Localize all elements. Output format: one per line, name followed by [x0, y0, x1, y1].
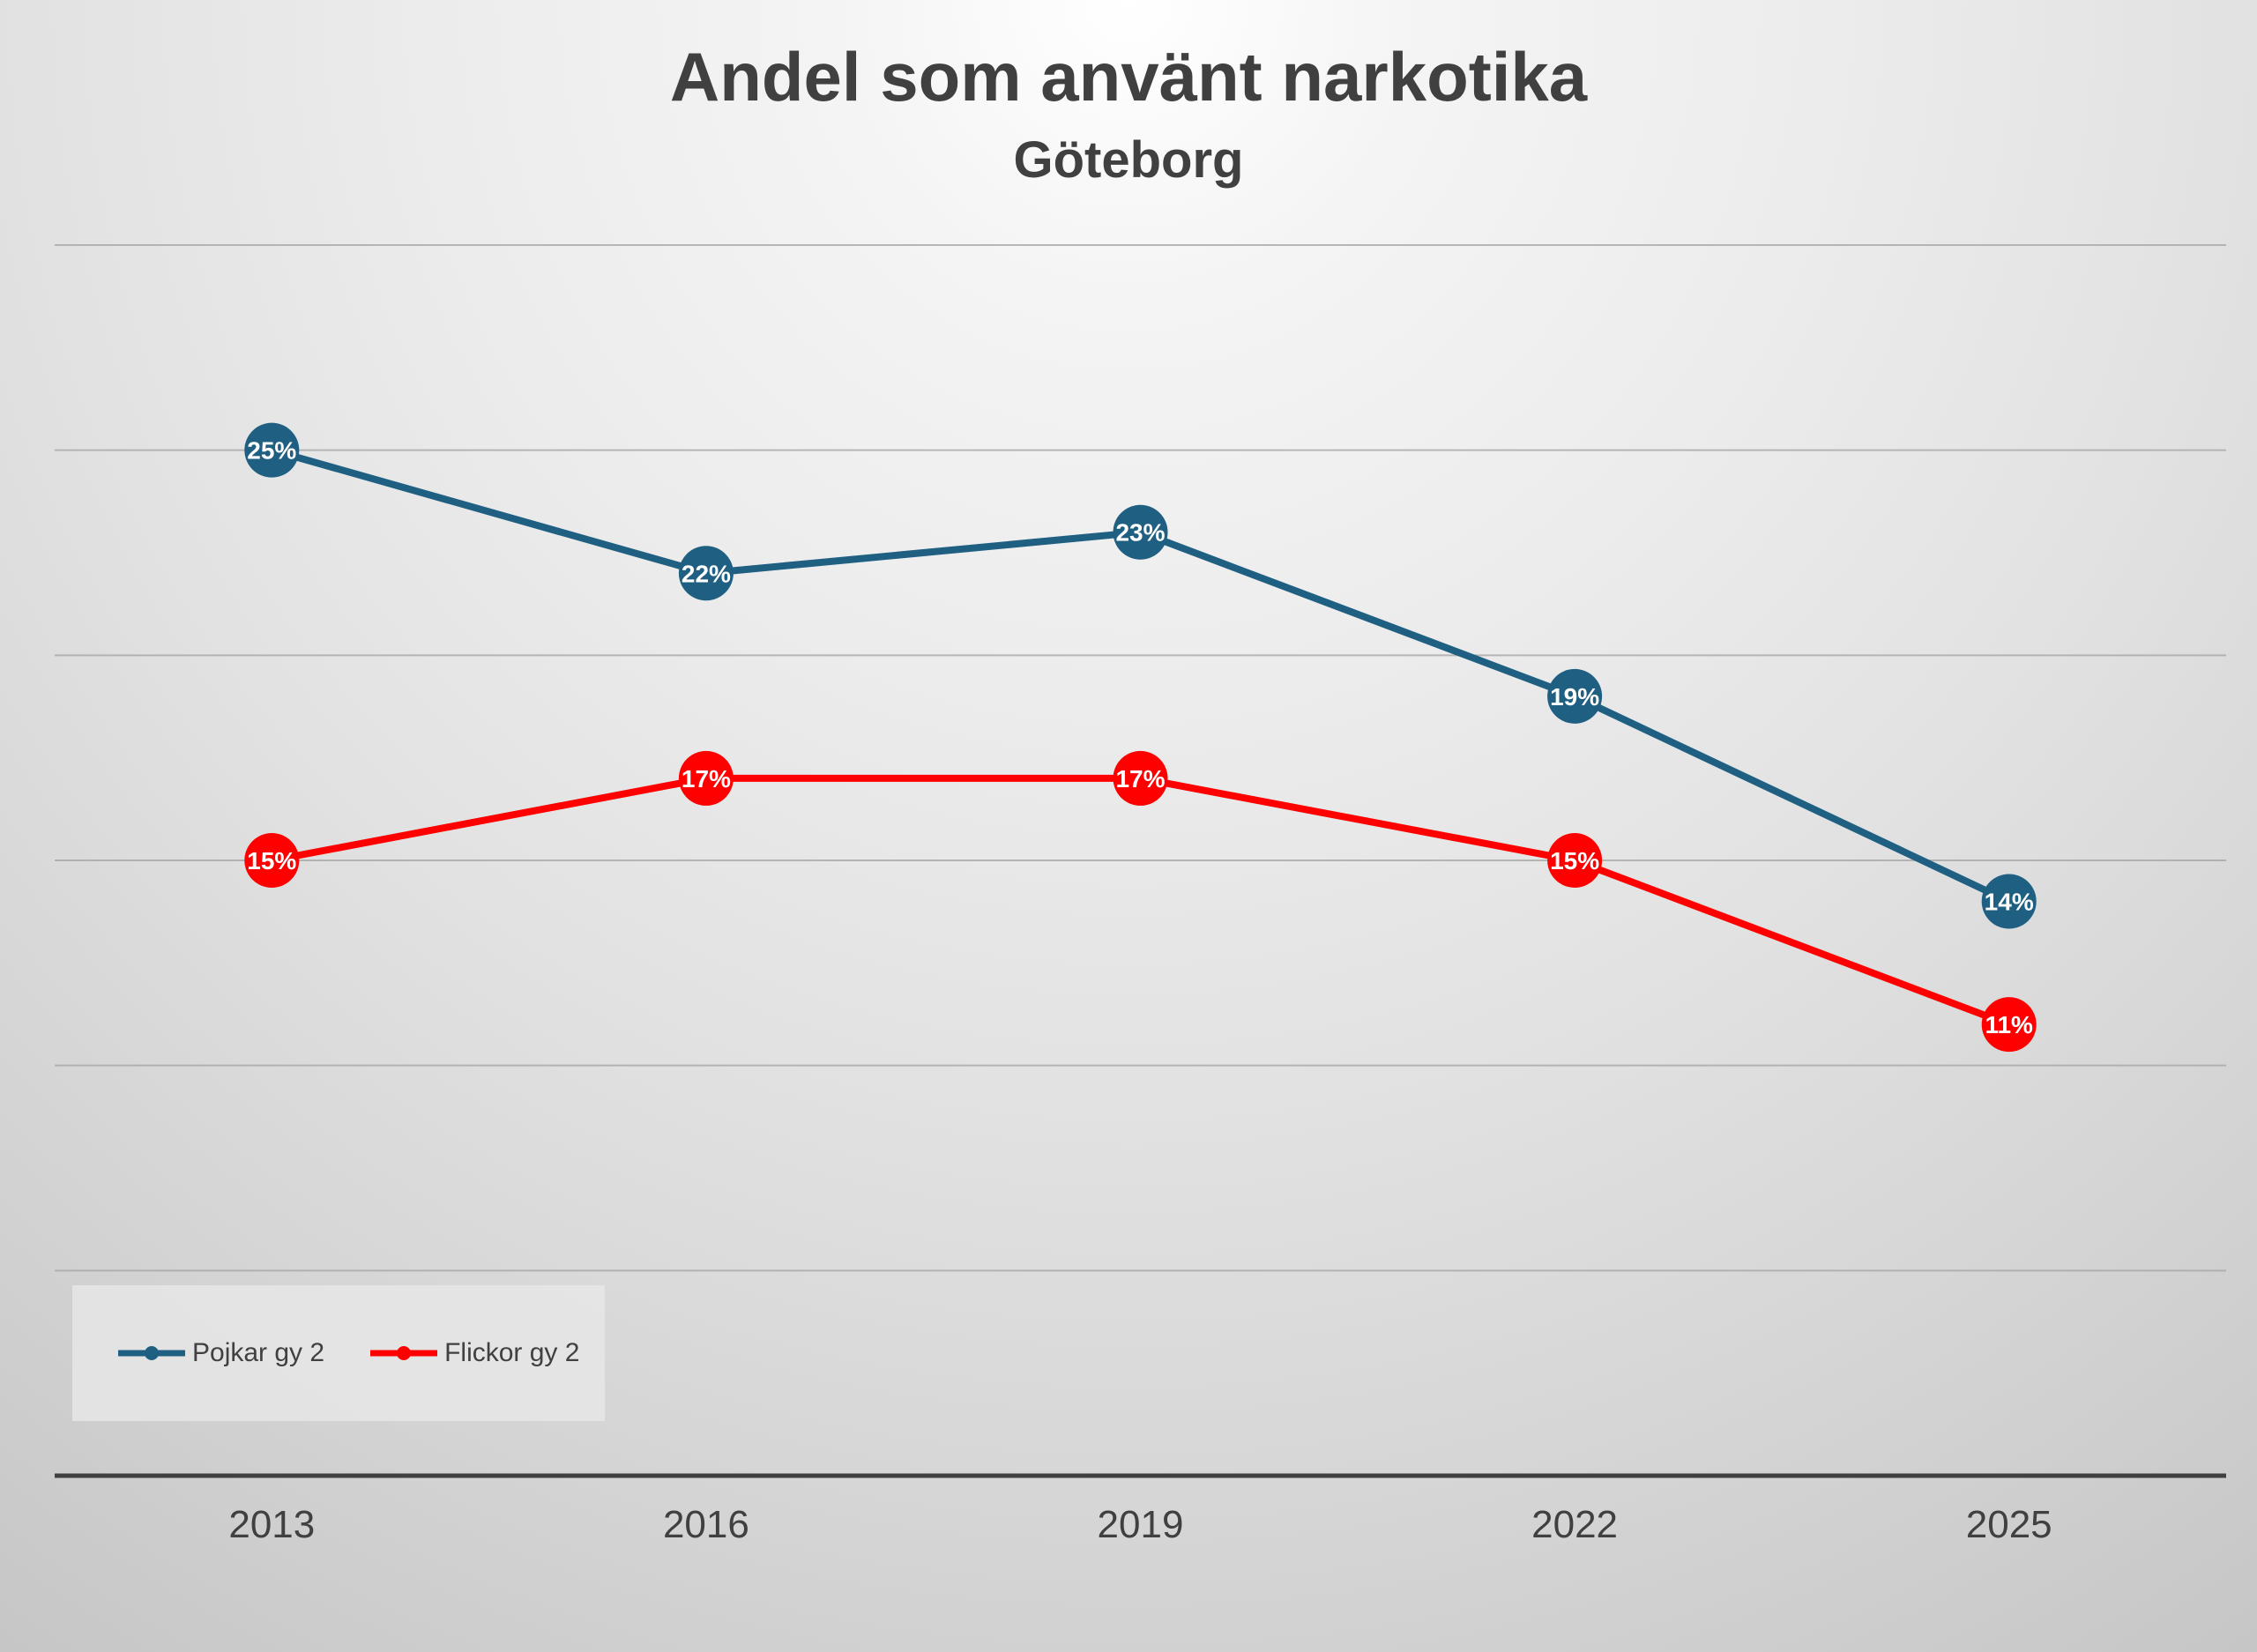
chart-subtitle: Göteborg: [1013, 131, 1244, 189]
data-label: 11%: [1985, 1011, 2033, 1038]
x-tick-label: 2025: [1966, 1503, 2052, 1546]
legend-marker-pojkar: [118, 1346, 185, 1360]
data-label: 23%: [1115, 519, 1165, 547]
legend: Pojkar gy 2 Flickor gy 2: [72, 1285, 605, 1421]
x-tick-label: 2022: [1531, 1503, 1618, 1546]
series-line: [271, 774, 2011, 1028]
data-point: [1981, 997, 2037, 1053]
data-point: [1113, 750, 1168, 806]
data-point: [244, 833, 300, 888]
data-label: 19%: [1550, 683, 1599, 711]
legend-marker-flickor: [370, 1346, 438, 1360]
legend-item-pojkar: Pojkar gy 2: [116, 1338, 324, 1368]
data-label: 25%: [247, 437, 296, 465]
data-point: [678, 546, 734, 601]
x-tick-label: 2019: [1098, 1503, 1184, 1546]
data-point: [1547, 833, 1603, 888]
data-point: [244, 422, 300, 478]
data-label: 17%: [682, 765, 731, 793]
data-label: 17%: [1115, 765, 1165, 793]
data-point: [678, 750, 734, 806]
chart-title: Andel som använt narkotika: [669, 38, 1588, 115]
legend-label: Pojkar gy 2: [192, 1338, 325, 1367]
data-point: [1113, 504, 1168, 560]
x-tick-label: 2016: [663, 1503, 749, 1546]
data-point: [1981, 874, 2037, 929]
legend-label: Flickor gy 2: [444, 1338, 580, 1367]
data-label: 15%: [247, 847, 296, 874]
x-tick-label: 2013: [228, 1503, 315, 1546]
data-label: 14%: [1985, 889, 2034, 916]
data-label: 22%: [682, 560, 731, 587]
data-label: 15%: [1550, 847, 1599, 874]
data-point: [1547, 668, 1603, 724]
legend-item-flickor: Flickor gy 2: [369, 1338, 579, 1368]
